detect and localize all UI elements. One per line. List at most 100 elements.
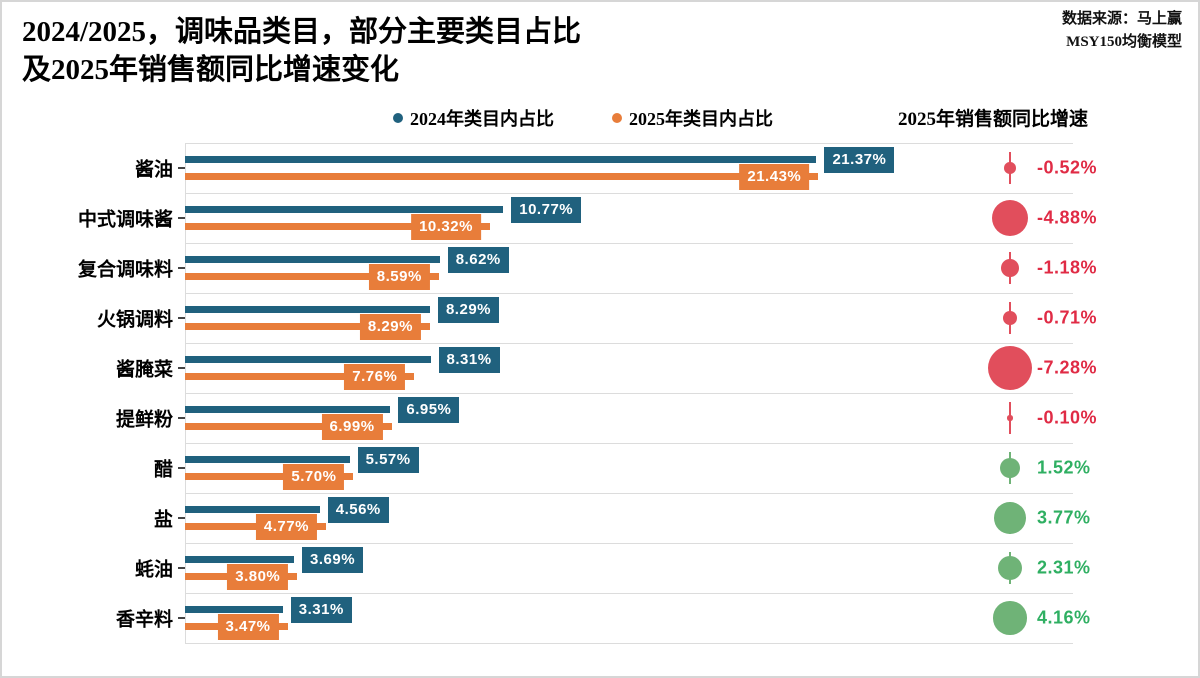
- growth-value: 2.31%: [1037, 557, 1091, 578]
- row-separator-line: [185, 393, 1073, 394]
- growth-column-header: 2025年销售额同比增速: [898, 109, 1089, 130]
- bar-2024: [185, 256, 440, 263]
- bar-value-2024: 6.95%: [398, 397, 460, 423]
- category-label: 酱油: [134, 159, 173, 181]
- chart-row: 中式调味酱 10.77% 10.32% -4.88%: [0, 193, 1200, 243]
- bar-value-2024: 3.31%: [290, 597, 352, 623]
- bar-2024: [185, 406, 391, 413]
- legend-dot-2024-icon: [393, 113, 403, 123]
- legend-item-2025: 2025年类目内占比: [612, 106, 773, 130]
- category-label: 中式调味酱: [77, 209, 173, 231]
- row-separator-line: [185, 493, 1073, 494]
- growth-bubble: [1007, 415, 1013, 421]
- bar-value-2024: 8.31%: [438, 347, 500, 373]
- bar-value-2025: 8.29%: [359, 314, 421, 340]
- bar-2024: [185, 606, 283, 613]
- bar-2024: [185, 506, 320, 513]
- growth-value: 4.16%: [1037, 607, 1091, 628]
- growth-bubble: [994, 502, 1026, 534]
- bar-value-2024: 3.69%: [302, 547, 364, 573]
- chart-row: 醋 5.57% 5.70% 1.52%: [0, 443, 1200, 493]
- growth-bubble: [1003, 311, 1017, 325]
- growth-bubble: [988, 346, 1032, 390]
- bar-value-2025: 3.47%: [217, 614, 279, 640]
- growth-bubble: [993, 601, 1027, 635]
- category-label: 盐: [153, 509, 173, 531]
- row-separator-line: [185, 293, 1073, 294]
- axis-tick: [178, 617, 185, 619]
- category-label: 提鲜粉: [115, 409, 173, 431]
- row-separator-line: [185, 593, 1073, 594]
- legend-item-2024: 2024年类目内占比: [393, 106, 554, 130]
- bar-2024: [185, 206, 504, 213]
- bar-value-2024: 8.29%: [437, 297, 500, 323]
- growth-value: -0.10%: [1037, 407, 1098, 428]
- row-separator-line: [185, 143, 1073, 144]
- category-label: 香辛料: [115, 609, 173, 631]
- bar-2025: [185, 273, 439, 280]
- bar-value-2025: 6.99%: [321, 414, 383, 440]
- bar-value-2025: 7.76%: [344, 364, 406, 390]
- growth-value: -7.28%: [1037, 357, 1098, 378]
- data-source-line2: MSY150均衡模型: [1066, 34, 1182, 50]
- growth-value: -0.71%: [1037, 307, 1098, 328]
- chart-row: 酱油 21.37% 21.43% -0.52%: [0, 143, 1200, 193]
- row-separator-line: [185, 193, 1073, 194]
- row-separator-line: [185, 343, 1073, 344]
- legend-label-2024: 2024年类目内占比: [410, 109, 554, 129]
- axis-tick: [178, 567, 185, 569]
- chart-title: 2024/2025，调味品类目，部分主要类目占比 及2025年销售额同比增速变化: [22, 13, 581, 89]
- axis-tick: [178, 467, 185, 469]
- data-source-line1: 数据来源：马上赢: [1061, 11, 1182, 27]
- growth-value: -0.52%: [1037, 157, 1098, 178]
- bar-2024: [185, 306, 430, 313]
- category-label: 蚝油: [134, 559, 173, 581]
- bar-2024: [185, 156, 817, 163]
- row-separator-line: [185, 543, 1073, 544]
- growth-value: -4.88%: [1037, 207, 1098, 228]
- bar-value-2024: 21.37%: [824, 147, 895, 173]
- bar-value-2025: 21.43%: [739, 164, 810, 190]
- bar-2024: [185, 556, 295, 563]
- bar-2025: [185, 223, 490, 230]
- bar-2025: [185, 173, 819, 180]
- bar-value-2024: 10.77%: [511, 197, 582, 223]
- bar-value-2025: 10.32%: [411, 214, 481, 240]
- chart-row: 酱腌菜 8.31% 7.76% -7.28%: [0, 343, 1200, 393]
- bar-2025: [185, 323, 430, 330]
- bar-value-2025: 4.77%: [255, 514, 317, 540]
- data-source: 数据来源：马上赢 MSY150均衡模型: [1062, 8, 1182, 54]
- category-label: 火锅调料: [96, 309, 173, 331]
- axis-tick: [178, 517, 185, 519]
- axis-tick: [178, 417, 185, 419]
- axis-tick: [178, 367, 185, 369]
- bar-2024: [185, 356, 431, 363]
- bar-value-2024: 8.62%: [447, 247, 509, 273]
- bar-value-2025: 3.80%: [227, 564, 289, 590]
- bar-value-2025: 5.70%: [283, 464, 345, 490]
- axis-tick: [178, 317, 185, 319]
- chart-row: 香辛料 3.31% 3.47% 4.16%: [0, 593, 1200, 643]
- chart-title-line2: 及2025年销售额同比增速变化: [22, 54, 400, 86]
- growth-bubble: [1004, 162, 1016, 174]
- bar-value-2024: 4.56%: [327, 497, 389, 523]
- bar-2025: [185, 373, 415, 380]
- legend-dot-2025-icon: [612, 113, 622, 123]
- chart-row: 盐 4.56% 4.77% 3.77%: [0, 493, 1200, 543]
- category-label: 复合调味料: [77, 259, 173, 281]
- category-label: 醋: [153, 459, 173, 481]
- growth-value: 3.77%: [1037, 507, 1091, 528]
- growth-value: -1.18%: [1037, 257, 1098, 278]
- chart-row: 蚝油 3.69% 3.80% 2.31%: [0, 543, 1200, 593]
- growth-bubble: [999, 457, 1021, 479]
- legend-label-2025: 2025年类目内占比: [629, 109, 773, 129]
- bar-2025: [185, 423, 392, 430]
- growth-value: 1.52%: [1037, 457, 1091, 478]
- chart-row: 复合调味料 8.62% 8.59% -1.18%: [0, 243, 1200, 293]
- growth-bubble: [997, 555, 1023, 581]
- bar-2025: [185, 473, 354, 480]
- category-label: 酱腌菜: [115, 359, 173, 381]
- chart-title-line1: 2024/2025，调味品类目，部分主要类目占比: [22, 16, 582, 48]
- growth-bubble: [991, 199, 1028, 236]
